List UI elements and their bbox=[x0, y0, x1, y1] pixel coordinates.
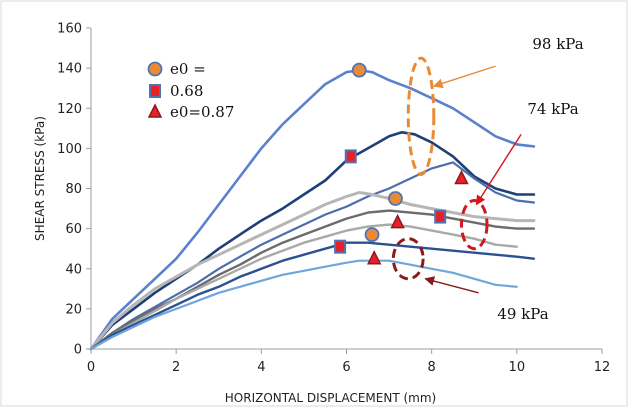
square-marker bbox=[434, 209, 447, 224]
legend-label: e0=0.87 bbox=[170, 103, 234, 121]
y-tick-label: 0 bbox=[74, 343, 82, 358]
y-tick-label: 40 bbox=[65, 262, 82, 277]
circle-marker bbox=[388, 191, 403, 206]
y-tick-label: 120 bbox=[57, 102, 82, 117]
x-tick-label: 0 bbox=[87, 360, 95, 375]
square-marker bbox=[344, 149, 357, 164]
x-tick-label: 8 bbox=[428, 360, 436, 375]
annotation-arrow bbox=[424, 276, 479, 294]
annotation-arrow bbox=[432, 65, 496, 89]
x-tick-label: 12 bbox=[594, 360, 611, 375]
circle-marker bbox=[351, 62, 367, 78]
y-tick-label: 80 bbox=[65, 182, 82, 197]
series-line-4 bbox=[89, 191, 536, 351]
series-line-1 bbox=[89, 68, 536, 351]
y-axis-title: SHEAR STRESS (kPa) bbox=[33, 116, 47, 241]
x-tick-label: 4 bbox=[257, 360, 265, 375]
triangle-marker bbox=[390, 213, 405, 229]
y-tick-label: 140 bbox=[57, 62, 82, 77]
annotation-group: 98 kPa 74 kPa 49 kPa bbox=[391, 35, 584, 323]
legend-circle-marker bbox=[147, 61, 163, 77]
square-marker bbox=[334, 239, 347, 254]
annotation-ellipse bbox=[406, 56, 436, 176]
axes: 0 20 40 60 80 100 120 140 160 0 2 4 6 8 10 12 HORIZONTAL… bbox=[33, 22, 610, 406]
x-tick-label: 10 bbox=[509, 360, 526, 375]
y-tick-label: 100 bbox=[57, 142, 82, 157]
series-group bbox=[89, 68, 536, 351]
annotation-label: 49 kPa bbox=[497, 305, 548, 323]
legend: e0 = 0.68 e0=0.87 bbox=[147, 60, 234, 121]
annotation-ellipse bbox=[459, 199, 489, 251]
marker-group bbox=[334, 62, 469, 265]
series-line-8 bbox=[89, 259, 518, 351]
legend-triangle-marker bbox=[147, 103, 163, 118]
triangle-marker bbox=[454, 169, 469, 185]
y-tick-label: 160 bbox=[57, 22, 82, 37]
legend-square-marker bbox=[149, 84, 161, 98]
series-line-6 bbox=[89, 223, 518, 351]
x-tick-label: 6 bbox=[342, 360, 350, 375]
triangle-marker bbox=[366, 250, 382, 265]
annotation-label: 98 kPa bbox=[532, 35, 583, 53]
annotation-ellipse bbox=[391, 237, 425, 281]
series-line-3 bbox=[89, 161, 535, 351]
x-axis-title: HORIZONTAL DISPLACEMENT (mm) bbox=[225, 391, 436, 405]
annotation-label: 74 kPa bbox=[527, 100, 578, 118]
x-tick-label: 2 bbox=[172, 360, 180, 375]
circle-marker bbox=[364, 227, 380, 243]
legend-label: 0.68 bbox=[170, 82, 203, 100]
series-line-2 bbox=[89, 131, 536, 351]
annotation-arrow bbox=[475, 133, 522, 206]
series-line-7 bbox=[89, 241, 536, 351]
legend-label: e0 = bbox=[170, 60, 206, 78]
y-tick-label: 20 bbox=[65, 302, 82, 317]
y-tick-label: 60 bbox=[65, 222, 82, 237]
